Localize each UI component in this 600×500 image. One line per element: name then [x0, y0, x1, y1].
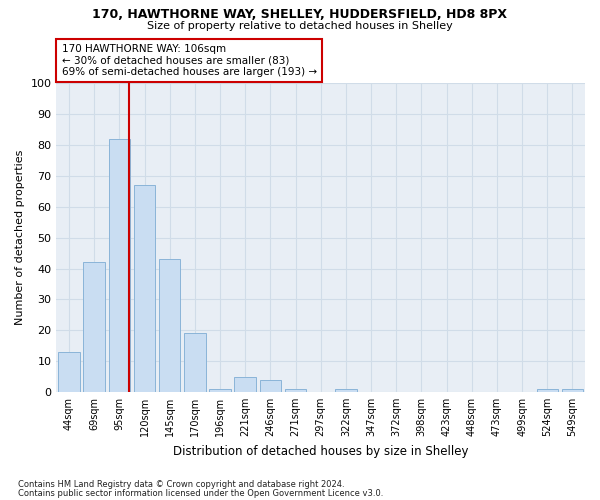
Bar: [335, 389, 356, 392]
Bar: [209, 389, 231, 392]
Bar: [83, 262, 105, 392]
Text: Size of property relative to detached houses in Shelley: Size of property relative to detached ho…: [147, 21, 453, 31]
Bar: [58, 352, 80, 392]
Text: Contains public sector information licensed under the Open Government Licence v3: Contains public sector information licen…: [18, 488, 383, 498]
Bar: [184, 334, 206, 392]
Bar: [109, 139, 130, 392]
Bar: [285, 389, 306, 392]
Bar: [134, 185, 155, 392]
Text: Contains HM Land Registry data © Crown copyright and database right 2024.: Contains HM Land Registry data © Crown c…: [18, 480, 344, 489]
Bar: [562, 389, 583, 392]
Bar: [260, 380, 281, 392]
Bar: [536, 389, 558, 392]
Y-axis label: Number of detached properties: Number of detached properties: [15, 150, 25, 326]
X-axis label: Distribution of detached houses by size in Shelley: Distribution of detached houses by size …: [173, 444, 469, 458]
Bar: [235, 376, 256, 392]
Text: 170 HAWTHORNE WAY: 106sqm
← 30% of detached houses are smaller (83)
69% of semi-: 170 HAWTHORNE WAY: 106sqm ← 30% of detac…: [62, 44, 317, 77]
Text: 170, HAWTHORNE WAY, SHELLEY, HUDDERSFIELD, HD8 8PX: 170, HAWTHORNE WAY, SHELLEY, HUDDERSFIEL…: [92, 8, 508, 20]
Bar: [159, 260, 181, 392]
